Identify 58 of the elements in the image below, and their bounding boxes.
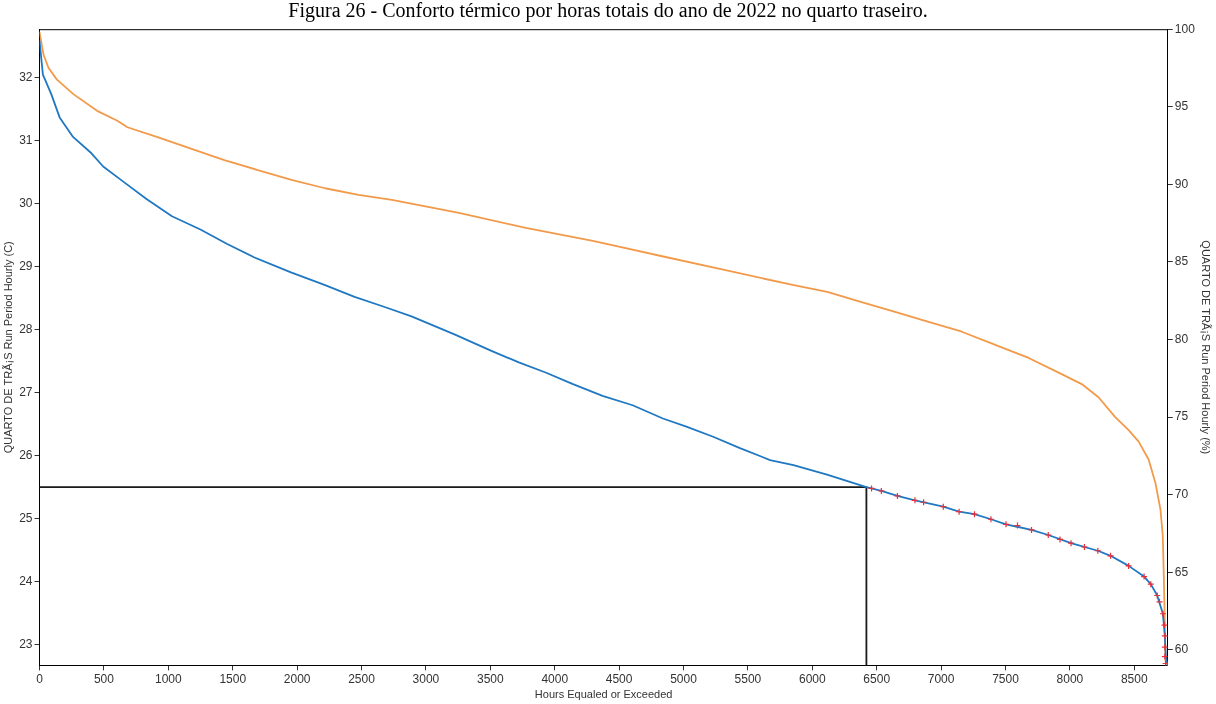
x-tick-label: 4500: [605, 671, 633, 686]
y2-tick-label: 80: [1174, 331, 1189, 346]
y-axis-title: QUARTO DE TRÃ¡S Run Period Hourly (C): [1, 241, 14, 454]
y-tick-label: 29: [19, 258, 33, 273]
x-tick-label: 7000: [927, 671, 955, 686]
y-tick-label: 25: [19, 510, 33, 525]
x-tick-label: 1500: [219, 671, 247, 686]
point: [1125, 562, 1133, 570]
y2-tick-label: 90: [1174, 176, 1189, 191]
point: [987, 515, 995, 523]
point: [1056, 535, 1064, 544]
x-tick-label: 5000: [670, 671, 698, 686]
point: [1159, 610, 1167, 618]
y2-tick-label: 60: [1174, 642, 1189, 657]
x-tick-label: 2000: [283, 671, 311, 686]
y-tick-label: 27: [19, 384, 33, 399]
y-tick-label: 30: [19, 196, 33, 210]
point: [1160, 621, 1168, 629]
x-tick-label: 2500: [348, 671, 376, 686]
y2-axis-title: QUARTO DE TRÃ¡S Run Period Hourly (%): [1200, 240, 1213, 455]
x-tick-label: 500: [93, 671, 115, 686]
x-tick-label: 4000: [541, 671, 569, 686]
x-tick-label: 3000: [412, 671, 440, 686]
chart-title: Figura 26 - Conforto térmico por horas totais do ano de 2022 no quarto traseiro.: [287, 0, 929, 21]
x-tick-label: 0: [36, 671, 44, 686]
y-tick-label: 26: [19, 447, 33, 462]
y2-tick-label: 95: [1174, 99, 1189, 114]
point: [877, 487, 885, 495]
y-tick-label: 24: [19, 573, 33, 588]
y-tick-label: 23: [19, 636, 33, 651]
y-tick-label: 32: [19, 70, 33, 85]
y2-tick-label: 85: [1174, 254, 1189, 269]
y-tick-label: 28: [19, 321, 33, 336]
x-tick-label: 7500: [992, 671, 1020, 686]
x-tick-label: 6500: [863, 671, 891, 686]
y2-tick-label: 75: [1174, 409, 1189, 424]
point: [1080, 543, 1089, 551]
y2-tick-label: 65: [1174, 564, 1189, 579]
point: [911, 496, 919, 504]
point: [1147, 580, 1155, 588]
x-tick-label: 5500: [734, 671, 762, 686]
x-tick-label: 3500: [476, 671, 504, 686]
point: [893, 492, 902, 500]
point: [1002, 520, 1010, 528]
x-tick-label: 8000: [1056, 671, 1084, 686]
point: [955, 508, 963, 516]
x-tick-label: 1000: [154, 671, 183, 686]
y2-tick-label: 100: [1174, 21, 1196, 36]
point: [1161, 643, 1168, 651]
point: [1140, 572, 1148, 581]
x-axis-title: Hours Equaled or Exceeded: [534, 688, 673, 701]
x-tick-label: 8500: [1120, 671, 1148, 686]
point: [1067, 539, 1075, 547]
y-tick-label: 31: [19, 133, 33, 147]
point: [1044, 531, 1052, 539]
y2-tick-label: 70: [1174, 487, 1189, 502]
point: [1027, 526, 1036, 534]
x-tick-label: 6000: [798, 671, 826, 686]
